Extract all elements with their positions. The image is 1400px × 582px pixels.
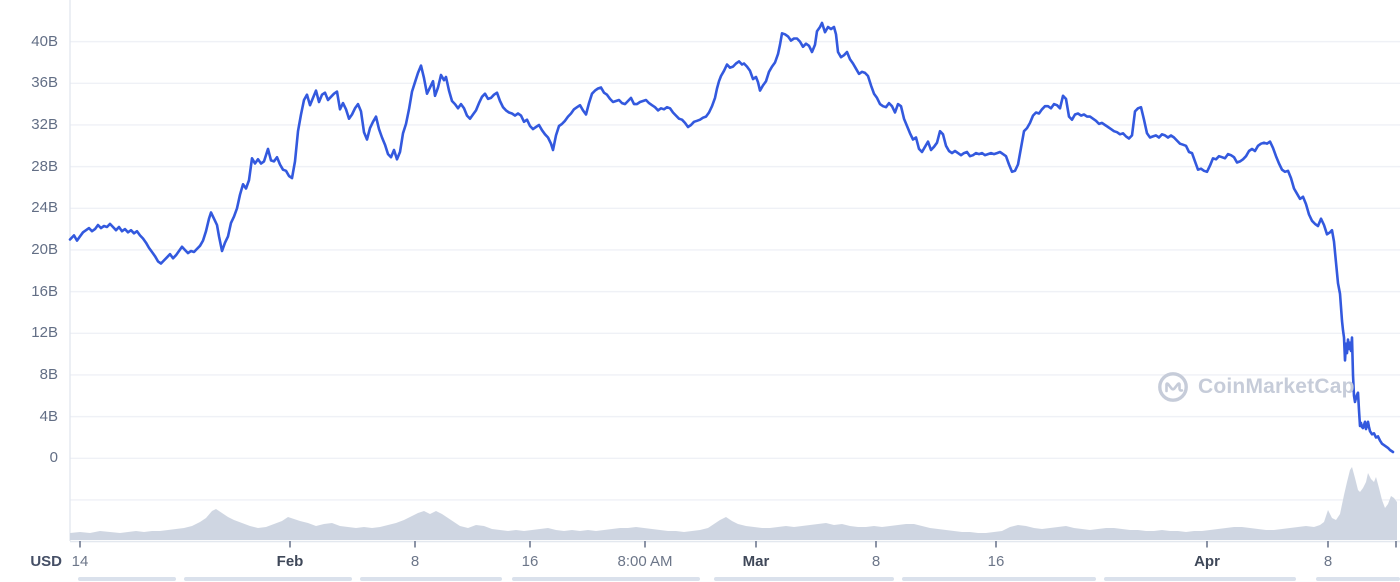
- x-axis-label: 16: [987, 553, 1005, 570]
- currency-label: USD: [30, 553, 62, 570]
- x-axis-label: 8:00 AM: [617, 553, 673, 570]
- volume-area-series: [70, 467, 1397, 540]
- x-axis-label: 8: [1323, 553, 1333, 570]
- x-axis-label: Apr: [1194, 553, 1220, 570]
- y-axis-label: 32B: [31, 115, 58, 133]
- x-axis-label: Feb: [276, 553, 304, 570]
- range-preview-strip[interactable]: [902, 577, 1096, 581]
- x-axis-label: 8: [871, 553, 881, 570]
- y-axis-label: 4B: [39, 407, 58, 425]
- x-axis-label: 14: [71, 553, 89, 570]
- y-axis-label: 36B: [31, 74, 58, 92]
- range-preview-strip[interactable]: [360, 577, 502, 581]
- range-preview-strip[interactable]: [714, 577, 894, 581]
- range-preview-strip[interactable]: [78, 577, 176, 581]
- y-axis-label: 0: [49, 449, 58, 467]
- y-axis-label: 20B: [31, 240, 58, 258]
- y-axis-label: 40B: [31, 32, 58, 50]
- market-cap-line-series: [68, 21, 1395, 454]
- y-axis-label: 12B: [31, 324, 58, 342]
- range-preview-strip[interactable]: [1316, 577, 1400, 581]
- y-axis-label: 8B: [39, 365, 58, 383]
- x-axis-label: 16: [521, 553, 539, 570]
- x-axis-label: 8: [410, 553, 420, 570]
- y-axis-label: 16B: [31, 282, 58, 300]
- x-axis-label: Mar: [742, 553, 770, 570]
- range-preview-strip[interactable]: [184, 577, 352, 581]
- y-axis-label: 28B: [31, 157, 58, 175]
- y-axis-label: 24B: [31, 199, 58, 217]
- range-preview-strip[interactable]: [1104, 577, 1296, 581]
- range-preview-strip[interactable]: [512, 577, 700, 581]
